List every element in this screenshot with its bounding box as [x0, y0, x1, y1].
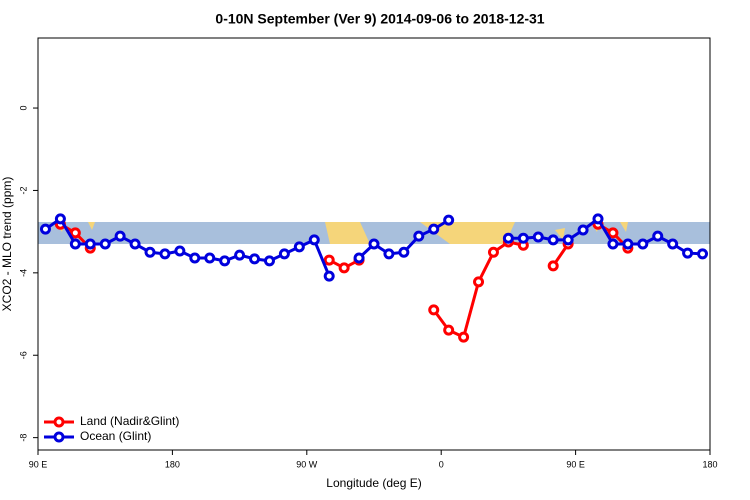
data-point	[84, 238, 96, 250]
chart-title: 0-10N September (Ver 9) 2014-09-06 to 20…	[215, 11, 544, 27]
data-point	[383, 248, 395, 260]
map-land	[555, 228, 565, 240]
data-point	[189, 252, 201, 264]
data-point	[428, 223, 440, 235]
data-point	[532, 231, 544, 243]
map-land	[620, 222, 628, 232]
data-point	[263, 255, 275, 267]
data-point	[54, 213, 66, 225]
data-point	[144, 246, 156, 258]
data-point	[99, 238, 111, 250]
data-point	[697, 248, 709, 260]
data-point	[219, 255, 231, 267]
data-point	[204, 252, 216, 264]
data-point	[637, 238, 649, 250]
x-tick-label: 90 W	[296, 459, 318, 469]
data-point	[293, 241, 305, 253]
data-point	[502, 232, 514, 244]
y-tick-label: -2	[18, 186, 28, 194]
y-tick-label: -6	[18, 351, 28, 359]
map-land	[88, 222, 95, 230]
y-axis-label: XCO2 - MLO trend (ppm)	[0, 177, 14, 312]
data-point	[428, 304, 440, 316]
data-point	[234, 249, 246, 261]
x-tick-label: 90 E	[566, 459, 585, 469]
legend-marker	[53, 431, 65, 443]
data-point	[368, 238, 380, 250]
data-point	[159, 248, 171, 260]
data-point	[592, 213, 604, 225]
data-point	[682, 247, 694, 259]
y-tick-label: 0	[18, 106, 28, 111]
data-point	[114, 230, 126, 242]
data-point	[667, 238, 679, 250]
data-point	[443, 324, 455, 336]
data-point	[308, 234, 320, 246]
x-tick-label: 180	[165, 459, 180, 469]
data-point	[547, 260, 559, 272]
data-point	[69, 238, 81, 250]
data-point	[398, 246, 410, 258]
data-point	[562, 234, 574, 246]
data-point	[174, 245, 186, 257]
data-point	[39, 223, 51, 235]
data-point	[577, 224, 589, 236]
data-point	[517, 232, 529, 244]
x-tick-label: 180	[702, 459, 717, 469]
data-point	[443, 214, 455, 226]
data-point	[622, 238, 634, 250]
data-point	[547, 234, 559, 246]
x-tick-label: 0	[439, 459, 444, 469]
map-land	[420, 222, 515, 244]
y-tick-label: -4	[18, 269, 28, 277]
plot-frame	[37, 37, 711, 451]
data-point	[278, 248, 290, 260]
legend-label: Ocean (Glint)	[80, 429, 151, 443]
data-point	[607, 238, 619, 250]
data-point	[249, 253, 261, 265]
y-tick-label: -8	[18, 434, 28, 442]
data-point	[323, 254, 335, 266]
legend-label: Land (Nadir&Glint)	[80, 414, 179, 428]
data-point	[652, 230, 664, 242]
data-point	[413, 230, 425, 242]
data-point	[473, 276, 485, 288]
data-point	[458, 331, 470, 343]
data-point	[129, 238, 141, 250]
data-point	[353, 252, 365, 264]
data-point	[607, 227, 619, 239]
x-axis-label: Longitude (deg E)	[326, 476, 421, 490]
x-tick-label: 90 E	[29, 459, 48, 469]
legend-marker	[53, 416, 65, 428]
data-point	[487, 246, 499, 258]
data-point	[338, 262, 350, 274]
map-land	[325, 222, 370, 244]
data-point	[69, 227, 81, 239]
data-point	[323, 270, 335, 282]
